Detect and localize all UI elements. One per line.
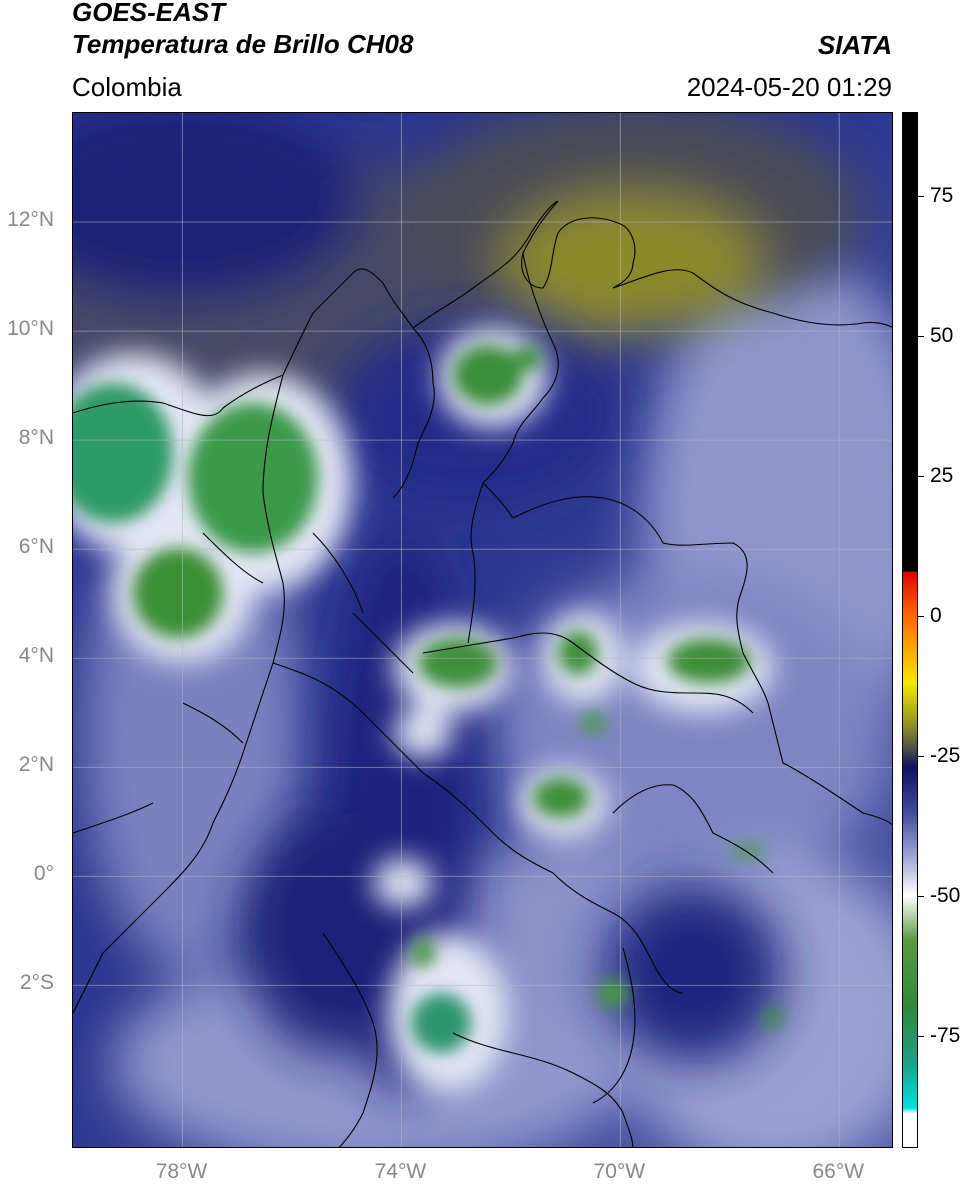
- title-product: Temperatura de Brillo CH08: [72, 29, 414, 59]
- colorbar-tick-label: 0: [930, 604, 942, 627]
- colorbar-tick-mark: [918, 896, 924, 897]
- colorbar-tick-mark: [918, 196, 924, 197]
- satellite-map[interactable]: [72, 112, 893, 1148]
- timestamp-label: 2024-05-20 01:29: [686, 72, 892, 102]
- colorbar: [902, 112, 918, 1148]
- lon-tick-label: 66°W: [812, 1160, 865, 1183]
- colorbar-tick-label: -75: [930, 1024, 961, 1047]
- colorbar-tick-label: -25: [930, 744, 961, 767]
- colorbar-tick-label: 50: [930, 324, 954, 347]
- colorbar-tick-label: 25: [930, 464, 954, 487]
- graticule: [73, 113, 892, 1147]
- lon-tick-label: 74°W: [374, 1160, 427, 1183]
- colorbar-tick-label: -50: [930, 884, 961, 907]
- region-label: Colombia: [72, 72, 182, 102]
- map-canvas: [73, 113, 892, 1147]
- lat-tick-label: 8°N: [18, 426, 54, 450]
- colorbar-tick-label: 75: [930, 184, 954, 207]
- colorbar-tick-mark: [918, 616, 924, 617]
- lat-tick-label: 2°N: [18, 753, 54, 777]
- lat-tick-label: 10°N: [7, 317, 54, 341]
- lat-tick-label: 0°: [33, 862, 54, 886]
- lat-tick-label: 12°N: [7, 208, 54, 232]
- colorbar-tick-mark: [918, 476, 924, 477]
- lat-tick-label: 6°N: [18, 535, 54, 559]
- title-satellite: GOES-EAST: [72, 0, 226, 27]
- lat-tick-label: 4°N: [18, 644, 54, 668]
- colorbar-tick-mark: [918, 336, 924, 337]
- colorbar-tick-mark: [918, 756, 924, 757]
- lon-tick-label: 70°W: [593, 1160, 646, 1183]
- political-borders: [73, 200, 892, 1147]
- lon-tick-label: 78°W: [155, 1160, 208, 1183]
- agency-label: SIATA: [817, 30, 892, 60]
- colorbar-tick-mark: [918, 1036, 924, 1037]
- lat-tick-label: 2°S: [19, 971, 54, 995]
